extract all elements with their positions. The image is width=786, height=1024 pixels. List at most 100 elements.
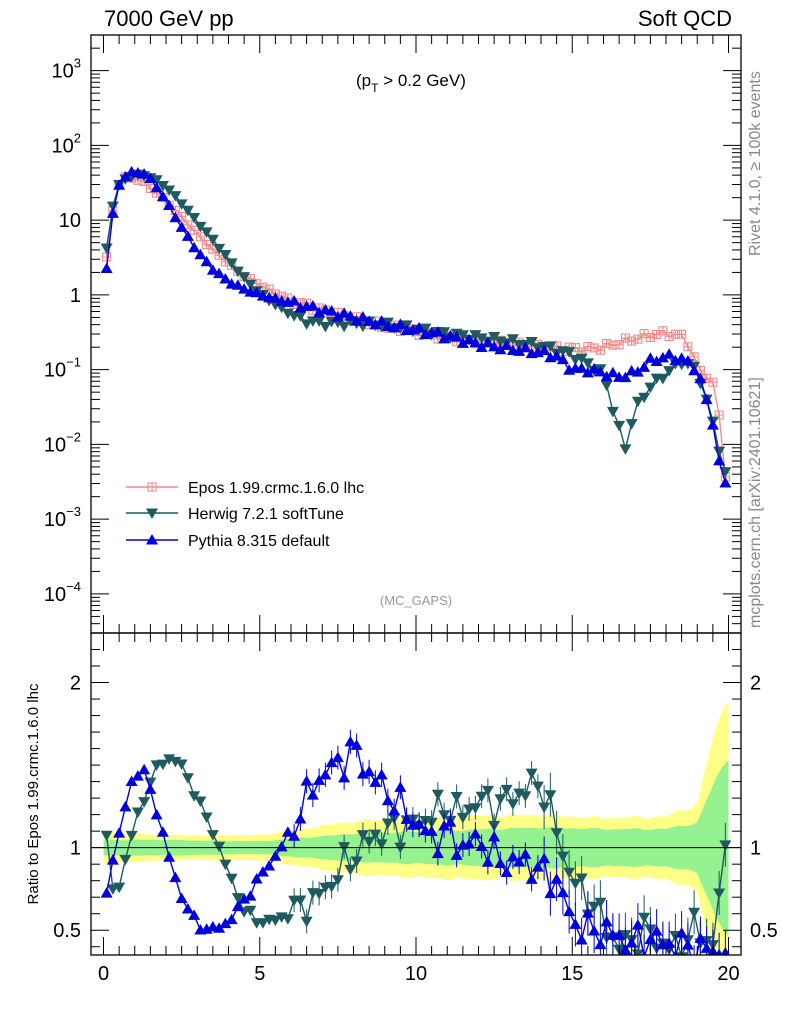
- main-y-tick-label: 1: [70, 285, 81, 307]
- data-point: [106, 207, 119, 218]
- ratio-data-point: [556, 886, 569, 898]
- ratio-data-point: [381, 818, 394, 830]
- data-point: [194, 221, 207, 233]
- ratio-data-point: [569, 878, 582, 890]
- ratio-data-point: [300, 775, 313, 786]
- ratio-data-point: [475, 791, 488, 803]
- x-tick-label: 5: [254, 963, 265, 985]
- ratio-data-point: [331, 875, 344, 886]
- data-point: [663, 348, 676, 359]
- data-point: [588, 362, 601, 374]
- data-point: [494, 343, 507, 355]
- data-point: [638, 392, 651, 404]
- data-point: [600, 380, 613, 392]
- ratio-data-point: [313, 774, 326, 785]
- data-point: [506, 334, 519, 345]
- data-point: [213, 243, 226, 255]
- data-point: [713, 454, 726, 466]
- ratio-data-point: [206, 830, 219, 841]
- ratio-data-point: [238, 893, 251, 904]
- data-point: [606, 406, 619, 418]
- x-tick-labels: 0 5 10 15 20: [98, 963, 740, 985]
- data-point: [356, 310, 369, 322]
- ratio-data-point: [469, 828, 482, 839]
- ratio-data-point: [250, 873, 263, 884]
- ratio-data-point: [275, 840, 288, 852]
- data-point: [175, 199, 188, 210]
- data-point: [200, 227, 213, 238]
- data-point-cross: [633, 335, 642, 344]
- ratio-data-point: [138, 763, 151, 775]
- ratio-data-point: [375, 768, 388, 780]
- data-point: [688, 364, 701, 376]
- ratio-data-point: [150, 808, 163, 820]
- ratio-data-point: [594, 938, 607, 950]
- ratio-data-point: [131, 807, 144, 818]
- x-tick-label: 10: [405, 963, 427, 985]
- ratio-data-point: [156, 759, 169, 771]
- ratio-data-point: [106, 854, 119, 865]
- data-point: [175, 221, 188, 232]
- data-point: [456, 330, 469, 341]
- ratio-data-point: [394, 781, 407, 792]
- data-point: [188, 212, 201, 224]
- data-point-cross: [683, 342, 692, 351]
- data-point: [119, 170, 132, 182]
- data-point: [325, 305, 338, 316]
- main-y-tick-label: 103: [52, 56, 81, 83]
- ratio-data-point: [244, 905, 257, 917]
- data-point: [313, 316, 326, 327]
- ratio-data-point: [575, 873, 588, 884]
- data-point: [138, 168, 151, 179]
- ratio-data-point: [694, 932, 707, 943]
- ratio-data-point: [294, 895, 307, 907]
- ratio-data-point: [550, 828, 563, 839]
- legend-marker: [146, 534, 158, 545]
- data-point: [206, 234, 219, 246]
- ratio-data-point: [450, 849, 463, 860]
- ratio-data-point: [475, 840, 488, 851]
- data-point: [319, 321, 332, 333]
- ratio-data-point: [350, 856, 363, 867]
- ratio-data-point: [231, 900, 244, 912]
- data-point: [475, 341, 488, 352]
- ratio-data-point: [444, 816, 457, 827]
- ratio-data-point: [431, 789, 444, 801]
- data-point: [219, 273, 232, 284]
- data-point: [519, 341, 532, 353]
- data-point: [719, 477, 732, 488]
- ratio-y-tick-labels: 2 2 1 1 0.5 0.5: [53, 673, 778, 943]
- legend-entry-label: Pythia 8.315 default: [188, 533, 330, 550]
- ratio-data-point: [194, 796, 207, 808]
- ratio-data-point: [506, 850, 519, 862]
- main-y-tick-label: 10−2: [44, 429, 81, 456]
- data-point: [350, 315, 363, 326]
- data-point: [156, 190, 169, 202]
- ratio-data-point: [519, 791, 532, 802]
- ratio-data-point: [613, 929, 626, 940]
- data-point: [606, 366, 619, 378]
- data-point-cross: [658, 326, 667, 335]
- ratio-data-point: [663, 937, 676, 949]
- main-y-tick-label: 10−1: [44, 355, 81, 382]
- data-point: [106, 201, 119, 213]
- chart-title: (pT > 0.2 GeV): [356, 71, 466, 95]
- ratio-data-point: [244, 890, 257, 901]
- data-point: [331, 311, 344, 322]
- ratio-data-point: [225, 873, 238, 885]
- header-left-label: 7000 GeV pp: [104, 6, 234, 31]
- data-point-cross: [677, 330, 686, 339]
- data-point: [394, 318, 407, 329]
- ratio-data-point: [631, 919, 644, 930]
- ratio-data-point: [688, 961, 700, 972]
- data-point: [456, 337, 469, 348]
- data-point: [656, 373, 669, 385]
- ratio-data-point: [213, 922, 226, 933]
- ratio-data-point: [156, 826, 169, 837]
- data-point: [550, 350, 563, 361]
- ratio-data-point: [225, 913, 238, 925]
- data-point: [681, 354, 694, 366]
- ratio-data-point: [450, 791, 463, 803]
- ratio-data-point: [219, 859, 232, 871]
